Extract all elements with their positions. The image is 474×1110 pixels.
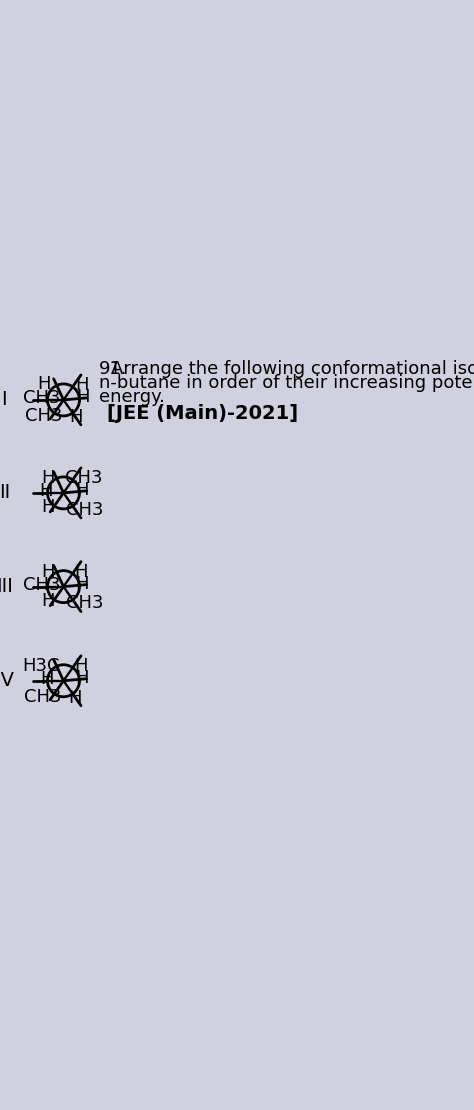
Text: H: H: [75, 481, 89, 498]
Text: CH3: CH3: [24, 688, 61, 706]
Text: H: H: [37, 375, 50, 393]
Text: H: H: [75, 668, 89, 687]
Text: Arrange the following conformational isomers of: Arrange the following conformational iso…: [111, 360, 474, 377]
Text: H: H: [69, 407, 82, 425]
Text: H: H: [77, 387, 90, 406]
Text: [JEE (Main)-2021]: [JEE (Main)-2021]: [107, 404, 298, 424]
Text: H3C: H3C: [23, 657, 60, 675]
Text: CH3: CH3: [23, 388, 60, 407]
Text: IV: IV: [0, 672, 14, 690]
Text: H: H: [42, 563, 55, 582]
Text: H: H: [40, 482, 53, 500]
Text: CH3: CH3: [66, 501, 103, 518]
Text: I: I: [1, 391, 7, 410]
Text: CH3: CH3: [64, 470, 102, 487]
Text: H: H: [74, 563, 87, 582]
Text: CH3: CH3: [66, 594, 103, 613]
Text: H: H: [75, 376, 89, 394]
Text: II: II: [0, 483, 10, 503]
Text: CH3: CH3: [23, 576, 60, 594]
Text: H: H: [68, 688, 82, 707]
Text: n-butane in order of their increasing potential: n-butane in order of their increasing po…: [99, 374, 474, 392]
Text: 91.: 91.: [99, 360, 128, 377]
Text: III: III: [0, 577, 13, 596]
Text: H: H: [42, 470, 55, 487]
Text: H: H: [42, 498, 55, 516]
Text: CH3: CH3: [25, 407, 63, 425]
Text: energy.: energy.: [99, 388, 165, 406]
Text: H: H: [41, 669, 54, 688]
Text: H: H: [75, 575, 89, 593]
Text: H: H: [42, 592, 55, 610]
Text: H: H: [74, 657, 87, 675]
